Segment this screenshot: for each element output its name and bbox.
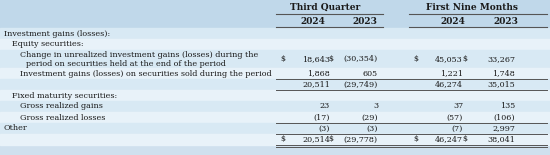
Text: 20,514: 20,514 <box>302 135 330 144</box>
Text: 2024: 2024 <box>300 16 326 26</box>
Text: (7): (7) <box>452 124 463 133</box>
Bar <box>0 101 550 112</box>
Text: 1,221: 1,221 <box>440 69 463 78</box>
Text: (29,749): (29,749) <box>344 80 378 89</box>
Text: Change in unrealized investment gains (losses) during the: Change in unrealized investment gains (l… <box>20 51 258 59</box>
Text: 18,643: 18,643 <box>302 55 330 63</box>
Text: $: $ <box>280 135 285 144</box>
Text: 35,015: 35,015 <box>487 80 515 89</box>
Text: Third Quarter: Third Quarter <box>290 2 360 11</box>
Bar <box>0 123 550 134</box>
Text: (29,778): (29,778) <box>344 135 378 144</box>
Bar <box>0 28 550 39</box>
Bar <box>0 14 550 27</box>
Text: 1,868: 1,868 <box>307 69 330 78</box>
Text: $: $ <box>413 135 418 144</box>
Text: 46,274: 46,274 <box>435 80 463 89</box>
Text: 605: 605 <box>363 69 378 78</box>
Text: 135: 135 <box>500 102 515 111</box>
Text: (30,354): (30,354) <box>344 55 378 63</box>
Text: 1,748: 1,748 <box>492 69 515 78</box>
Text: 2024: 2024 <box>441 16 465 26</box>
Text: Investment gains (losses):: Investment gains (losses): <box>4 29 110 38</box>
Text: 33,267: 33,267 <box>487 55 515 63</box>
Text: Gross realized gains: Gross realized gains <box>20 102 103 111</box>
Text: 38,041: 38,041 <box>487 135 515 144</box>
Bar <box>0 79 550 90</box>
Text: 2,997: 2,997 <box>492 124 515 133</box>
Text: 2023: 2023 <box>353 16 377 26</box>
Text: 2023: 2023 <box>493 16 519 26</box>
Text: First Nine Months: First Nine Months <box>426 2 518 11</box>
Text: Other: Other <box>4 124 28 133</box>
Text: $: $ <box>462 55 467 63</box>
Text: (29): (29) <box>361 113 378 122</box>
Text: $: $ <box>328 55 333 63</box>
Text: Fixed maturity securities:: Fixed maturity securities: <box>12 91 117 100</box>
Text: $: $ <box>280 55 285 63</box>
Bar <box>0 90 550 101</box>
Text: (57): (57) <box>447 113 463 122</box>
Text: $: $ <box>413 55 418 63</box>
Text: (3): (3) <box>366 124 378 133</box>
Text: (17): (17) <box>314 113 330 122</box>
Bar <box>0 50 550 68</box>
Text: Gross realized losses: Gross realized losses <box>20 113 106 122</box>
Bar <box>0 134 550 145</box>
Text: 45,053: 45,053 <box>435 55 463 63</box>
Text: 3: 3 <box>373 102 378 111</box>
Text: 37: 37 <box>453 102 463 111</box>
Bar <box>0 112 550 123</box>
Text: 20,511: 20,511 <box>302 80 330 89</box>
Text: $: $ <box>462 135 467 144</box>
Text: $: $ <box>328 135 333 144</box>
Text: period on securities held at the end of the period: period on securities held at the end of … <box>26 60 226 67</box>
Text: 46,247: 46,247 <box>435 135 463 144</box>
Bar <box>0 0 550 14</box>
Text: Equity securities:: Equity securities: <box>12 40 84 49</box>
Text: (106): (106) <box>493 113 515 122</box>
Text: 23: 23 <box>320 102 330 111</box>
Bar <box>0 39 550 50</box>
Text: (3): (3) <box>318 124 330 133</box>
Text: Investment gains (losses) on securities sold during the period: Investment gains (losses) on securities … <box>20 69 272 78</box>
Bar <box>0 68 550 79</box>
